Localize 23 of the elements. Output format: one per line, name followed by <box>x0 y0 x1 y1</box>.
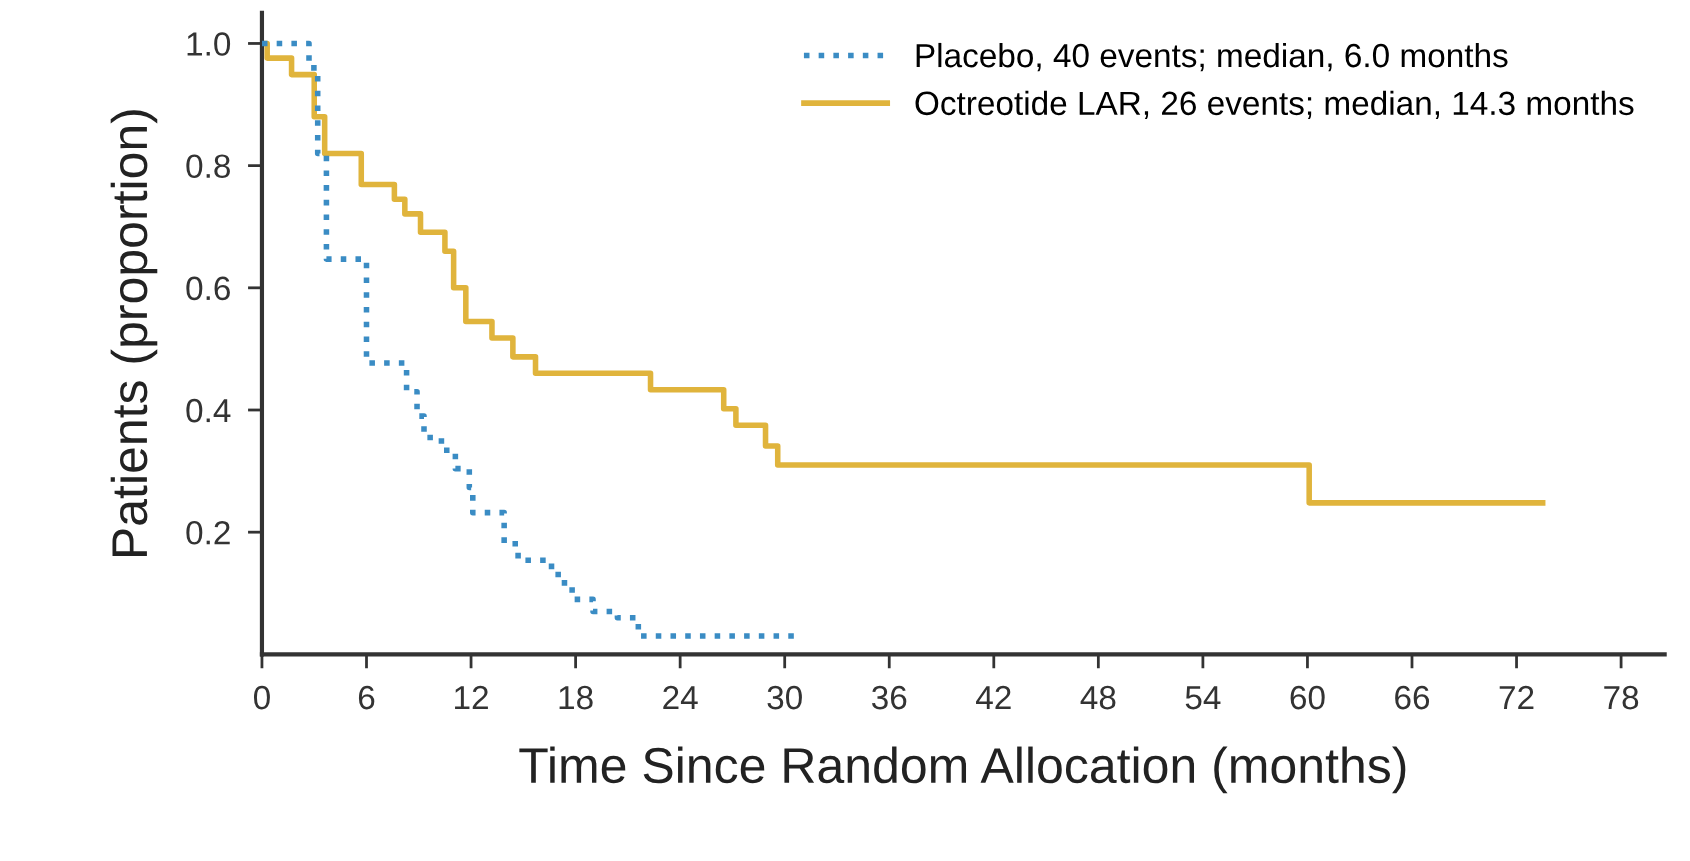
x-tick-label: 36 <box>871 685 907 710</box>
y-tick-label: 0.8 <box>186 154 230 179</box>
y-axis-title: Patients (proportion) <box>110 110 158 557</box>
legend-label: Placebo, 40 events; median, 6.0 months <box>916 42 1508 72</box>
y-tick-label: 0.2 <box>186 520 230 545</box>
x-tick-label: 42 <box>976 685 1011 710</box>
x-tick-label: 78 <box>1604 685 1639 710</box>
x-tick-label: 30 <box>767 685 802 710</box>
x-tick-label: 24 <box>663 685 698 710</box>
x-tick-label: 0 <box>253 685 270 710</box>
x-tick-label: 6 <box>358 685 375 710</box>
x-tick-label: 18 <box>559 685 593 710</box>
y-tick-label: 0.6 <box>186 276 230 301</box>
x-tick-label: 60 <box>1290 685 1325 710</box>
x-axis-title: Time Since Random Allocation (months) <box>519 746 1406 794</box>
x-tick-label: 66 <box>1395 685 1430 710</box>
x-tick-label: 54 <box>1185 686 1221 710</box>
y-tick-label: 1.0 <box>187 32 231 56</box>
x-tick-label: 12 <box>455 685 488 710</box>
x-tick-label: 48 <box>1080 685 1116 710</box>
y-tick-label: 0.4 <box>186 398 231 423</box>
x-tick-label: 72 <box>1499 685 1534 710</box>
legend-label: Octreotide LAR, 26 events; median, 14.3 months <box>915 90 1634 120</box>
